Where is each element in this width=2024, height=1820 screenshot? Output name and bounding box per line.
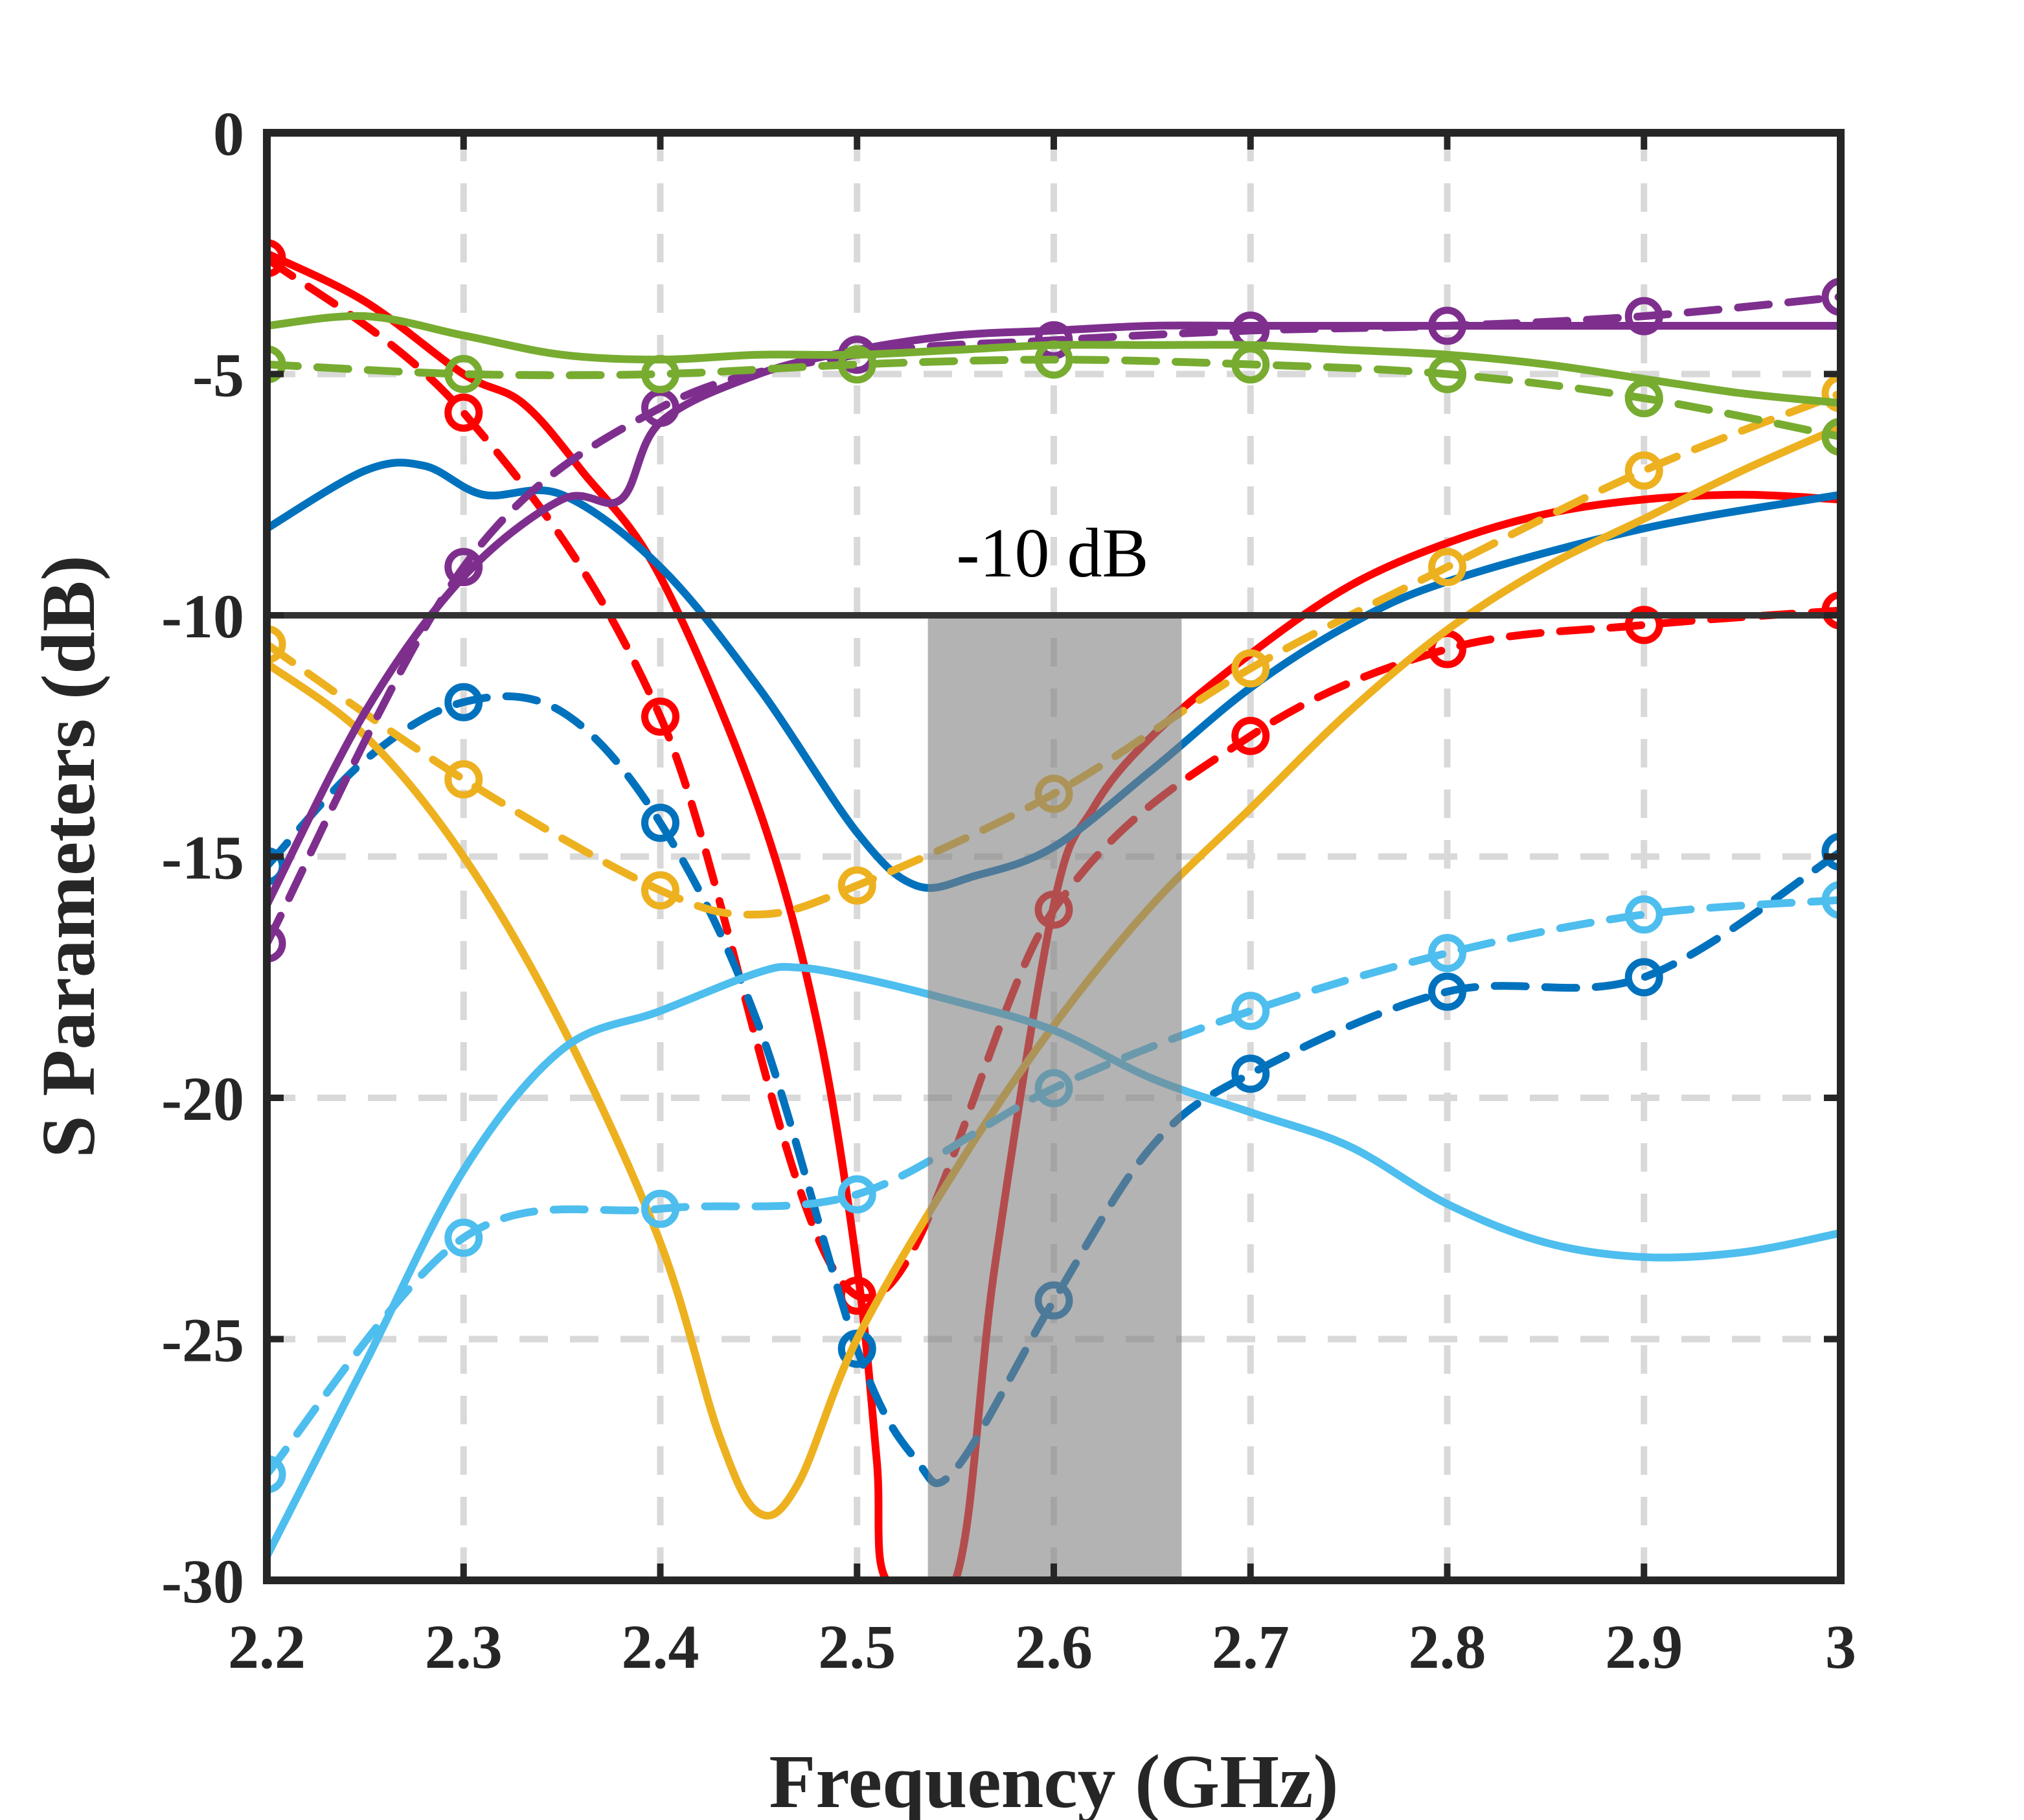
marker-blue-dashed <box>1428 972 1466 1011</box>
y-tick-label: -20 <box>161 1064 244 1133</box>
marker-purple-dashed <box>267 924 286 963</box>
marker-red-dashed <box>444 393 483 432</box>
x-tick-label: 2.6 <box>1015 1612 1093 1681</box>
marker-blue-dashed <box>1231 1054 1270 1093</box>
marker-yellow-dashed <box>444 760 483 799</box>
y-tick-label: -5 <box>192 341 244 410</box>
x-tick-label: 2.4 <box>622 1612 699 1681</box>
marker-green-dashed <box>837 345 876 384</box>
marker-green-dashed <box>444 355 483 393</box>
marker-green-dashed <box>1624 379 1663 418</box>
marker-purple-dashed <box>444 548 483 586</box>
marker-yellow-dashed <box>1624 451 1663 490</box>
marker-blue-dashed <box>641 803 679 842</box>
marker-green-dashed <box>267 345 286 384</box>
series-blue-dashed <box>267 692 1841 1488</box>
marker-blue-dashed <box>1624 958 1663 997</box>
reference-line-label: -10 dB <box>957 515 1149 592</box>
series-yellow-dashed <box>267 389 1841 919</box>
y-axis-label: S Parameters (dB) <box>26 555 111 1158</box>
marker-purple-dashed <box>1821 277 1841 316</box>
marker-lightblue-dashed <box>267 1455 286 1494</box>
marker-green-dashed <box>1034 340 1073 379</box>
tick-labels: 2.2 2.3 2.4 2.5 2.6 2.7 2.8 2.9 3 0 -5 -10 -15 -20 -25… <box>161 99 1856 1681</box>
x-tick-label: 2.7 <box>1212 1612 1290 1681</box>
marker-red-dashed <box>1231 716 1270 755</box>
marker-blue-dashed <box>444 683 483 722</box>
series-green-dashed <box>267 356 1841 441</box>
marker-green-dashed <box>1821 417 1841 456</box>
marker-yellow-dashed <box>1821 374 1841 413</box>
series-red-solid <box>267 249 1841 1580</box>
marker-purple-dashed <box>1624 297 1663 336</box>
marker-red-dashed <box>1821 591 1841 630</box>
x-tick-label: 3 <box>1825 1612 1856 1681</box>
marker-blue-dashed <box>1821 832 1841 871</box>
marker-red-dashed <box>641 697 679 736</box>
marker-lightblue-dashed <box>1624 895 1663 934</box>
marker-yellow-dashed <box>641 871 679 910</box>
marker-red-dashed <box>1624 606 1663 644</box>
marker-green-dashed <box>1231 345 1270 384</box>
marker-yellow-dashed <box>837 866 876 905</box>
marker-purple-dashed <box>1428 306 1466 345</box>
y-tick-label: 0 <box>213 99 244 168</box>
marker-green-dashed <box>641 355 679 393</box>
x-tick-label: 2.3 <box>425 1612 503 1681</box>
series-purple-dashed <box>267 293 1841 948</box>
marker-yellow-dashed <box>1231 649 1270 688</box>
marker-lightblue-dashed <box>837 1175 876 1214</box>
y-tick-label: -30 <box>161 1547 244 1616</box>
marker-lightblue-dashed <box>444 1218 483 1257</box>
marker-lightblue-dashed <box>1428 934 1466 972</box>
marker-green-dashed <box>1428 355 1466 393</box>
x-tick-label: 2.2 <box>228 1612 306 1681</box>
shaded-band-layer <box>927 615 1182 1580</box>
marker-yellow-dashed <box>1428 548 1466 586</box>
shaded-band <box>927 615 1182 1580</box>
x-tick-label: 2.5 <box>818 1612 896 1681</box>
plot-frame <box>263 129 1845 1584</box>
marker-lightblue-dashed <box>1821 881 1841 920</box>
marker-lightblue-dashed <box>1231 992 1270 1030</box>
marker-red-dashed <box>267 239 286 278</box>
marker-lightblue-dashed <box>641 1189 679 1228</box>
y-tick-label: -10 <box>161 582 244 651</box>
x-tick-label: 2.9 <box>1605 1612 1683 1681</box>
x-axis-label: Frequency (GHz) <box>769 1739 1338 1820</box>
marker-yellow-dashed <box>267 625 286 664</box>
x-tick-label: 2.8 <box>1409 1612 1486 1681</box>
y-tick-label: -15 <box>161 823 244 893</box>
y-tick-label: -25 <box>161 1306 244 1375</box>
